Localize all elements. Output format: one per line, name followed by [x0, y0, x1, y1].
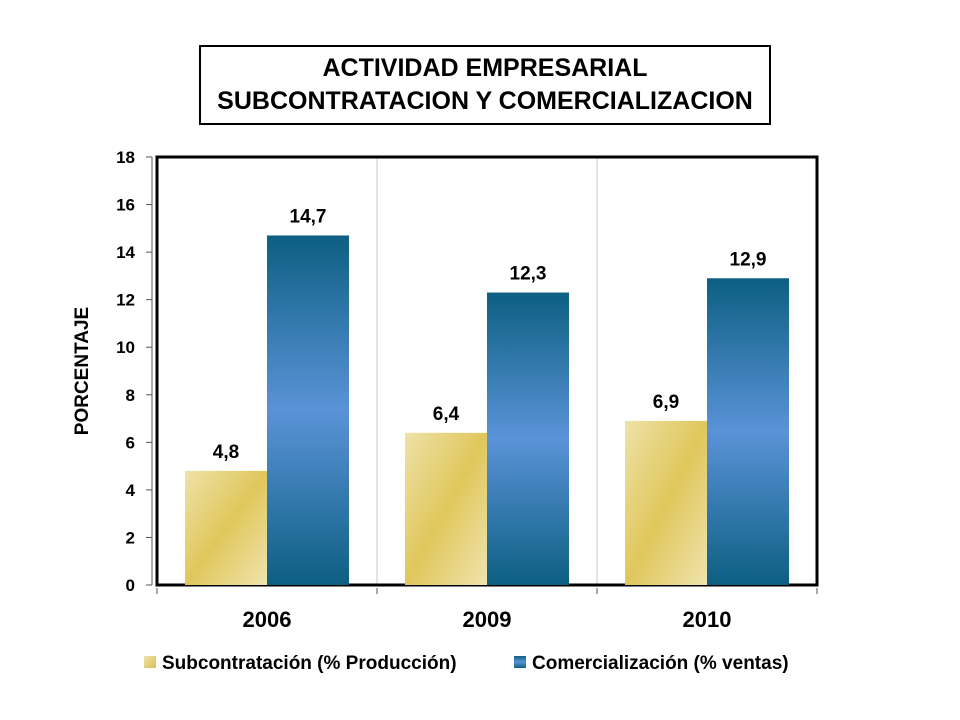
y-tick-label: 14 [116, 243, 135, 262]
data-label: 14,7 [290, 206, 327, 227]
bar-subcontratacion-2010 [625, 420, 707, 585]
y-tick-label: 4 [126, 481, 136, 500]
x-category-label: 2006 [243, 607, 292, 632]
bar-subcontratacion-2006 [185, 470, 267, 585]
data-label: 6,4 [433, 404, 460, 425]
x-category-label: 2010 [683, 607, 732, 632]
chart-title-box: ACTIVIDAD EMPRESARIAL SUBCONTRATACION Y … [199, 45, 771, 125]
bars-group [185, 235, 789, 585]
legend-swatch-subcontratacion [144, 656, 156, 668]
y-axis-ticks: 0 2 4 6 8 10 12 14 16 18 [116, 148, 152, 595]
data-label: 6,9 [653, 392, 679, 413]
y-tick-label: 2 [126, 528, 135, 547]
bar-comercializacion-2006 [267, 235, 349, 585]
chart-title-line-2: SUBCONTRATACION Y COMERCIALIZACION [217, 87, 753, 115]
bar-subcontratacion-2009 [405, 432, 487, 585]
y-tick-label: 18 [116, 148, 135, 167]
legend-label-subcontratacion: Subcontratación (% Producción) [162, 653, 457, 674]
y-tick-label: 6 [126, 433, 135, 452]
data-label: 4,8 [213, 442, 239, 463]
legend-label-comercializacion: Comercialización (% ventas) [532, 653, 789, 674]
y-tick-label: 0 [126, 576, 135, 595]
x-axis-ticks: 2006 2009 2010 [156, 588, 818, 632]
legend-swatch-comercializacion [514, 656, 526, 668]
legend: Subcontratación (% Producción) Comercial… [144, 653, 789, 674]
data-label: 12,3 [510, 264, 547, 285]
y-tick-label: 16 [116, 196, 135, 215]
data-label: 12,9 [730, 249, 767, 270]
chart-title-line-1: ACTIVIDAD EMPRESARIAL [322, 54, 648, 82]
y-tick-label: 10 [116, 338, 135, 357]
bar-comercializacion-2009 [487, 292, 569, 585]
value-labels: 4,8 14,7 6,4 12,3 6,9 12,9 [213, 206, 767, 462]
x-category-label: 2009 [463, 607, 512, 632]
y-tick-label: 8 [126, 386, 135, 405]
y-tick-label: 12 [116, 291, 135, 310]
y-axis-title: PORCENTAJE [72, 307, 93, 435]
bar-comercializacion-2010 [707, 278, 789, 585]
